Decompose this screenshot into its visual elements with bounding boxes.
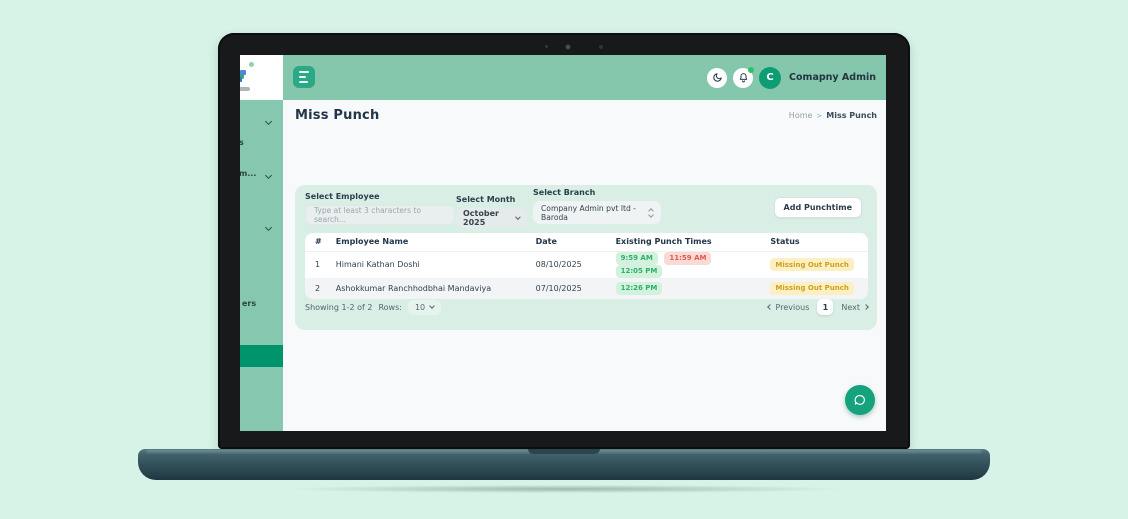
row-index: 2 xyxy=(305,277,330,299)
pagination-summary-group: Showing 1-2 of 2 Rows: 10 xyxy=(305,299,442,315)
branch-filter: Select Branch Company Admin pvt ltd - Ba… xyxy=(533,188,661,224)
status-cell: Missing Out Punch xyxy=(764,277,868,299)
main-content: Miss Punch Home > Miss Punch Select Empl… xyxy=(283,100,886,431)
punch-time-badge: 12:05 PM xyxy=(615,264,663,278)
laptop-base xyxy=(138,449,990,480)
sidebar-item-label-fragment[interactable]: m... xyxy=(240,169,257,178)
table-header-row: # Employee Name Date Existing Punch Time… xyxy=(305,233,868,252)
status-badge: Missing Out Punch xyxy=(770,258,854,271)
status-badge: Missing Out Punch xyxy=(770,281,854,295)
webcam xyxy=(566,45,570,49)
topbar: C Comapny Admin xyxy=(283,55,886,100)
logo-dot xyxy=(249,62,254,67)
punch-time-badge: 11:59 AM xyxy=(664,251,712,265)
month-filter: Select Month October 2025 xyxy=(456,195,527,228)
rows-per-page-select[interactable]: 10 xyxy=(407,299,442,315)
month-select-value: October 2025 xyxy=(463,209,499,227)
punch-date: 07/10/2025 xyxy=(529,277,610,299)
laptop-shadow xyxy=(165,483,965,495)
col-date: Date xyxy=(529,233,610,252)
app-logo xyxy=(240,55,283,100)
user-avatar[interactable]: C xyxy=(759,66,782,89)
employee-name: Ashokkumar Ranchhodbhai Mandaviya xyxy=(329,277,530,299)
topbar-actions: C Comapny Admin xyxy=(707,55,876,100)
breadcrumb: Home > Miss Punch xyxy=(789,111,877,120)
dark-mode-toggle-button[interactable] xyxy=(707,67,728,88)
pagination-summary: Showing 1-2 of 2 xyxy=(305,302,373,312)
col-punch-times: Existing Punch Times xyxy=(609,233,765,252)
employee-filter-label: Select Employee xyxy=(305,192,380,201)
menu-icon xyxy=(299,71,309,73)
breadcrumb-home-link[interactable]: Home xyxy=(788,111,813,120)
bell-icon xyxy=(739,73,747,83)
chat-fab-button[interactable] xyxy=(845,385,875,415)
month-select[interactable]: October 2025 xyxy=(456,208,527,228)
col-index: # xyxy=(305,233,330,252)
page-title: Miss Punch xyxy=(295,108,380,123)
chevron-left-icon xyxy=(766,304,773,310)
col-status: Status xyxy=(764,233,868,252)
chevron-down-icon[interactable] xyxy=(264,223,273,232)
moon-icon xyxy=(712,73,722,82)
chevron-down-icon[interactable] xyxy=(264,117,273,126)
branch-select[interactable]: Company Admin pvt ltd - Baroda xyxy=(533,201,661,224)
pagination: Showing 1-2 of 2 Rows: 10 Previous xyxy=(305,299,869,315)
branch-filter-label: Select Branch xyxy=(533,188,596,197)
miss-punch-card: Select Employee Type at least 3 characte… xyxy=(295,185,877,330)
chevron-down-icon[interactable] xyxy=(264,171,273,180)
breadcrumb-current: Miss Punch xyxy=(826,111,877,120)
month-filter-label: Select Month xyxy=(456,195,516,204)
logo-text-fragment xyxy=(240,87,250,91)
table-row[interactable]: 2 Ashokkumar Ranchhodbhai Mandaviya 07/1… xyxy=(305,277,868,299)
employee-search-input[interactable]: Type at least 3 characters to search... xyxy=(305,205,455,225)
sidebar-active-item[interactable] xyxy=(240,345,283,367)
breadcrumb-separator: > xyxy=(816,111,823,120)
punch-times: 12:26 PM xyxy=(609,277,765,299)
sensor-dot xyxy=(545,45,548,48)
menu-toggle-button[interactable] xyxy=(293,66,315,88)
row-index: 1 xyxy=(315,260,321,269)
punch-time-badge: 9:59 AM xyxy=(615,251,658,265)
chevron-down-icon xyxy=(515,214,521,220)
sensor-dot xyxy=(599,45,603,49)
punch-times: 9:59 AM 11:59 AM 12:05 PM xyxy=(610,251,765,278)
col-employee-name: Employee Name xyxy=(329,233,530,252)
status-cell: Missing Out Punch xyxy=(764,251,868,278)
user-name[interactable]: Comapny Admin xyxy=(789,72,876,83)
rows-label: Rows: xyxy=(378,302,402,312)
miss-punch-table: # Employee Name Date Existing Punch Time… xyxy=(305,233,868,299)
previous-page-button[interactable]: Previous xyxy=(766,303,809,312)
employee-name: Himani Kathan Doshi xyxy=(335,260,420,269)
chevron-right-icon xyxy=(863,304,869,310)
chevron-down-icon xyxy=(429,303,435,309)
punch-date: 08/10/2025 xyxy=(535,260,582,269)
notifications-button[interactable] xyxy=(733,66,755,88)
employee-filter: Select Employee Type at least 3 characte… xyxy=(305,192,455,225)
laptop-screen-bezel: s m... ers xyxy=(218,33,910,449)
sidebar-item-label-fragment[interactable]: s xyxy=(240,138,244,147)
next-page-button[interactable]: Next xyxy=(841,303,869,312)
punch-time-badge: 12:26 PM xyxy=(615,281,663,295)
sidebar: s m... ers xyxy=(240,55,283,431)
branch-select-value: Company Admin pvt ltd - Baroda xyxy=(541,203,636,222)
page-header: Miss Punch Home > Miss Punch xyxy=(295,108,877,123)
logo-mark xyxy=(240,70,251,82)
rows-per-page-value: 10 xyxy=(414,302,426,312)
pagination-controls: Previous 1 Next xyxy=(766,299,869,315)
page-number-button[interactable]: 1 xyxy=(817,299,834,315)
add-punchtime-button[interactable]: Add Punchtime xyxy=(773,197,862,218)
app-window: s m... ers xyxy=(240,55,886,431)
table-row[interactable]: 1 Himani Kathan Doshi 08/10/2025 9:59 AM… xyxy=(305,251,868,278)
sidebar-item-label-fragment[interactable]: ers xyxy=(242,299,257,308)
select-updown-icon xyxy=(648,207,654,218)
chat-bubble-icon xyxy=(854,395,865,405)
notification-dot xyxy=(748,66,755,73)
laptop-hinge-notch xyxy=(528,449,600,454)
